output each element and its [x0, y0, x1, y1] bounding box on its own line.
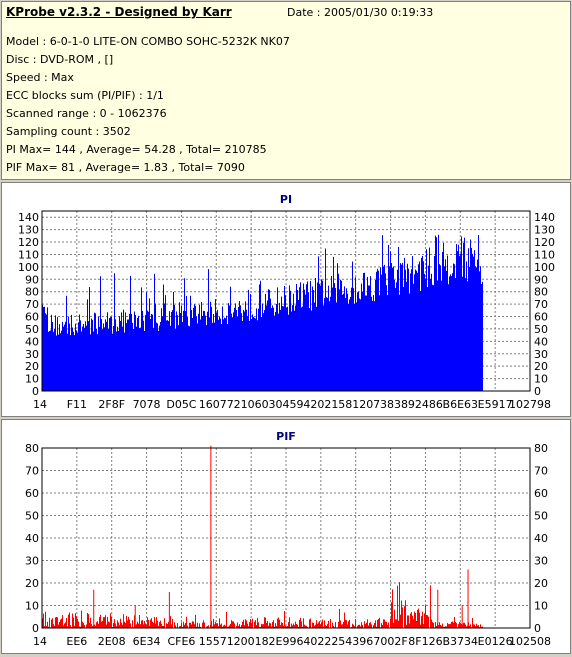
pi-ytick-right: 30: [534, 348, 548, 361]
pi-ytick-right: 90: [534, 273, 548, 286]
pif-xtick-label: 14: [33, 635, 47, 648]
pif-ytick-left: 20: [25, 577, 39, 590]
pi-ytick-left: 20: [25, 360, 39, 373]
pif-ytick-left: 30: [25, 555, 39, 568]
sampling-line: Sampling count : 3502: [6, 125, 131, 138]
pi-ytick-left: 120: [18, 236, 39, 249]
pif-xtick-label: EE6: [66, 635, 87, 648]
pi-xtick-label: 102798: [509, 398, 551, 411]
pi-ytick-right: 130: [534, 224, 555, 237]
pi-ytick-right: 70: [534, 298, 548, 311]
pif-ytick-right: 10: [534, 600, 548, 613]
pi-xtick-label: 42021: [303, 398, 338, 411]
pif-chart-panel: PIF 0 0 10 10 20 20 30 30 40 40 50 50 60 60 70 70 80 80 14 E…: [1, 419, 571, 654]
pif-plot-border: [41, 447, 531, 629]
pif-xtick-label: B3734: [443, 635, 479, 648]
pi-ytick-right: 60: [534, 311, 548, 324]
pi-ytick-right: 140: [534, 211, 555, 224]
pi-ytick-right: 40: [534, 335, 548, 348]
pi-ytick-left: 60: [25, 311, 39, 324]
pif-xtick-label: CFE6: [167, 635, 195, 648]
pi-ytick-right: 20: [534, 360, 548, 373]
pi-ytick-right: 80: [534, 286, 548, 299]
pi-xtick-label: E5917: [478, 398, 513, 411]
pi-xtick-label: 16077: [199, 398, 234, 411]
pi-xtick-label: 30459: [269, 398, 304, 411]
pif-ytick-right: 20: [534, 577, 548, 590]
pi-ytick-left: 40: [25, 335, 39, 348]
pif-ytick-left: 60: [25, 487, 39, 500]
pif-xtick-label: 102508: [509, 635, 551, 648]
pif-xtick-label: 20018: [234, 635, 269, 648]
pi-xtick-label: F11: [67, 398, 87, 411]
pi-ytick-right: 100: [534, 261, 555, 274]
pif-ytick-right: 50: [534, 510, 548, 523]
pi-plot-border: [41, 210, 531, 392]
pif-xtick-label: 2E08: [98, 635, 126, 648]
pi-ytick-right: 110: [534, 248, 555, 261]
pif-xtick-label: 7002F: [373, 635, 407, 648]
pi-chart-title: PI: [280, 193, 292, 206]
pif-ytick-left: 50: [25, 510, 39, 523]
disc-line: Disc : DVD-ROM , []: [6, 53, 114, 66]
pif-chart: PIF 0 0 10 10 20 20 30 30 40 40 50 50 60 60 70 70 80 80 14 E…: [25, 430, 551, 648]
pi-ytick-left: 10: [25, 373, 39, 386]
pi-ytick-right: 10: [534, 373, 548, 386]
pif-ytick-left: 0: [32, 622, 39, 635]
pif-xtick-label: 15571: [199, 635, 234, 648]
pi-ytick-left: 100: [18, 261, 39, 274]
pi-ytick-left: 0: [32, 385, 39, 398]
pi-ytick-left: 30: [25, 348, 39, 361]
ecc-line: ECC blocks sum (PI/PIF) : 1/1: [6, 89, 164, 102]
app-title: KProbe v2.3.2 - Designed by Karr: [6, 5, 232, 19]
pi-xtick-label: 14: [33, 398, 47, 411]
pi-ytick-left: 90: [25, 273, 39, 286]
pi-ytick-left: 130: [18, 224, 39, 237]
pif-ytick-right: 80: [534, 442, 548, 455]
pi-chart-panel: PI 0 0 10 10 20 20 30 30 40 40 50 50 60 60 70 70 80 80 90 90…: [1, 182, 571, 417]
pif-xtick-label: 54396: [338, 635, 373, 648]
pif-ytick-right: 30: [534, 555, 548, 568]
pi-xtick-label: 2F8F: [98, 398, 125, 411]
pi-ytick-right: 50: [534, 323, 548, 336]
pi-ytick-left: 70: [25, 298, 39, 311]
pif-ytick-left: 80: [25, 442, 39, 455]
pif-ytick-left: 10: [25, 600, 39, 613]
model-line: Model : 6-0-1-0 LITE-ON COMBO SOHC-5232K…: [6, 35, 290, 48]
pif-xtick-label: 2E996: [269, 635, 304, 648]
pif-ytick-right: 0: [534, 622, 541, 635]
pif-ytick-right: 60: [534, 487, 548, 500]
pif-xtick-label: 40222: [303, 635, 338, 648]
scan-date: Date : 2005/01/30 0:19:33: [287, 6, 434, 19]
pif-xtick-label: 8F126: [408, 635, 442, 648]
pi-stats-line: PI Max= 144 , Average= 54.28 , Total= 21…: [6, 143, 267, 156]
range-line: Scanned range : 0 - 1062376: [6, 107, 167, 120]
pi-xtick-label: D05C: [166, 398, 196, 411]
pi-ytick-left: 140: [18, 211, 39, 224]
pi-xtick-label: 58120: [338, 398, 373, 411]
pif-xtick-label: 6E34: [133, 635, 161, 648]
pi-ytick-right: 120: [534, 236, 555, 249]
pif-chart-title: PIF: [276, 430, 296, 443]
pif-ytick-right: 70: [534, 465, 548, 478]
pi-ytick-left: 110: [18, 248, 39, 261]
pi-ytick-left: 50: [25, 323, 39, 336]
pif-ytick-left: 40: [25, 532, 39, 545]
pi-xtick-label: 73838: [373, 398, 408, 411]
info-panel: KProbe v2.3.2 - Designed by Karr Date : …: [1, 1, 571, 180]
pif-ytick-right: 40: [534, 532, 548, 545]
pif-stats-line: PIF Max= 81 , Average= 1.83 , Total= 709…: [6, 161, 245, 174]
pi-xtick-label: B6E63: [443, 398, 479, 411]
speed-line: Speed : Max: [6, 71, 74, 84]
pif-ytick-left: 70: [25, 465, 39, 478]
pi-ytick-left: 80: [25, 286, 39, 299]
pi-ytick-right: 0: [534, 385, 541, 398]
pi-xtick-label: 92486: [408, 398, 443, 411]
pif-xtick-label: E0126: [478, 635, 513, 648]
pi-xtick-label: 7078: [133, 398, 161, 411]
pi-xtick-label: 21060: [234, 398, 269, 411]
